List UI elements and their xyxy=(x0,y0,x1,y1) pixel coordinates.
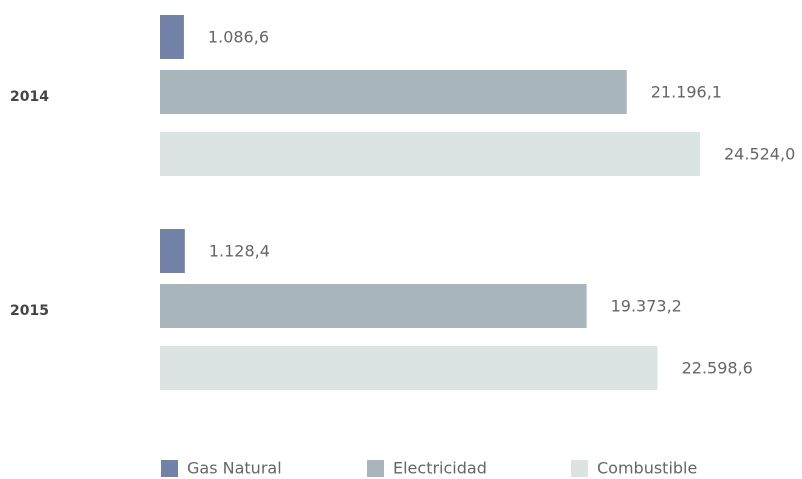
bar xyxy=(160,70,627,114)
legend-label: Combustible xyxy=(597,459,697,478)
value-label: 22.598,6 xyxy=(682,359,753,378)
legend-label: Gas Natural xyxy=(187,459,282,478)
bar xyxy=(160,15,184,59)
bar xyxy=(160,229,185,273)
legend-swatch xyxy=(161,460,178,477)
value-label: 1.086,6 xyxy=(208,28,269,47)
legend-swatch xyxy=(367,460,384,477)
bar xyxy=(160,284,587,328)
legend-label: Electricidad xyxy=(393,459,487,478)
value-label: 21.196,1 xyxy=(651,83,722,102)
bar xyxy=(160,132,700,176)
category-label: 2014 xyxy=(10,89,49,105)
legend-swatch xyxy=(571,460,588,477)
category-label: 2015 xyxy=(10,303,49,319)
value-label: 1.128,4 xyxy=(209,242,270,261)
bar xyxy=(160,346,658,390)
value-label: 19.373,2 xyxy=(611,297,682,316)
value-label: 24.524,0 xyxy=(724,145,795,164)
